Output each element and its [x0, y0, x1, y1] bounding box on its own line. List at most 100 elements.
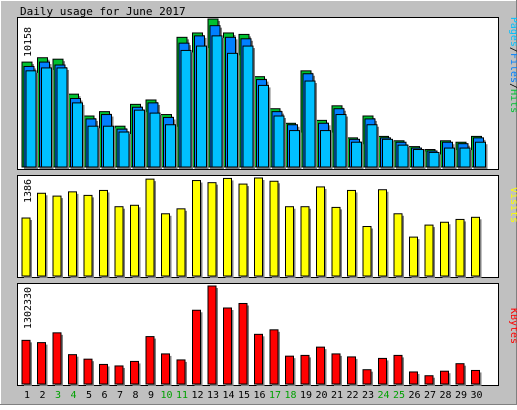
- day-label-7: 7: [117, 390, 123, 401]
- day-label-14: 14: [222, 390, 234, 401]
- day-label-23: 23: [362, 390, 374, 401]
- day-label-15: 15: [238, 390, 250, 401]
- bar-pages-day-23: [366, 124, 378, 168]
- bar-pages-day-15: [242, 45, 254, 168]
- bar-pages-day-22: [351, 141, 362, 168]
- bar-visits-day-1: [21, 217, 31, 277]
- bar-kbytes-day-12: [192, 309, 201, 385]
- bar-kbytes-day-18: [285, 355, 294, 385]
- legend-kbytes: KBytes: [508, 308, 517, 344]
- day-label-2: 2: [39, 390, 45, 401]
- bar-visits-day-10: [161, 213, 170, 277]
- bar-kbytes-day-5: [83, 358, 93, 385]
- bar-visits-day-26: [409, 236, 418, 277]
- bar-kbytes-day-26: [409, 371, 418, 385]
- day-label-21: 21: [331, 390, 343, 401]
- day-label-30: 30: [470, 390, 482, 401]
- bar-pages-day-14: [227, 52, 238, 168]
- day-label-18: 18: [284, 390, 296, 401]
- bar-visits-day-12: [192, 180, 201, 277]
- bar-kbytes-day-29: [455, 363, 465, 385]
- bar-visits-day-25: [393, 213, 403, 277]
- bar-visits-day-24: [378, 189, 387, 277]
- day-label-17: 17: [269, 390, 281, 401]
- bar-kbytes-day-19: [300, 354, 310, 385]
- bar-visits-day-9: [145, 178, 155, 277]
- bar-visits-day-4: [68, 191, 77, 277]
- bar-pages-day-6: [103, 125, 114, 168]
- bar-kbytes-day-16: [254, 333, 263, 385]
- bar-visits-day-3: [52, 195, 62, 277]
- bar-visits-day-17: [269, 180, 279, 277]
- bar-visits-day-8: [130, 204, 139, 277]
- bar-visits-day-14: [223, 177, 232, 277]
- bar-kbytes-day-13: [207, 285, 217, 385]
- bar-visits-day-5: [83, 194, 93, 277]
- day-label-6: 6: [101, 390, 107, 401]
- day-label-19: 19: [300, 390, 312, 401]
- bar-visits-day-2: [37, 192, 46, 277]
- bar-pages-day-10: [165, 124, 176, 168]
- bar-visits-day-30: [471, 216, 480, 277]
- bar-pages-day-8: [134, 109, 145, 168]
- bar-visits-day-11: [176, 208, 186, 277]
- bar-pages-day-29: [459, 147, 471, 168]
- bar-visits-day-6: [99, 189, 108, 277]
- bar-pages-day-21: [335, 114, 347, 168]
- bar-pages-day-7: [118, 131, 130, 168]
- bar-visits-day-22: [347, 189, 356, 277]
- bar-pages-day-24: [382, 138, 393, 168]
- bar-kbytes-day-30: [471, 369, 480, 385]
- bar-kbytes-day-14: [223, 307, 232, 385]
- day-label-5: 5: [86, 390, 92, 401]
- day-label-9: 9: [148, 390, 154, 401]
- day-label-4: 4: [70, 390, 76, 401]
- bar-visits-day-23: [362, 226, 372, 277]
- bar-pages-day-16: [258, 84, 269, 168]
- day-label-20: 20: [315, 390, 327, 401]
- bar-pages-day-19: [304, 80, 316, 168]
- bar-pages-day-12: [196, 45, 207, 168]
- bar-pages-day-30: [475, 141, 486, 168]
- bar-pages-day-4: [72, 102, 83, 168]
- hits-max-label: 10158: [23, 27, 34, 57]
- bar-visits-day-29: [455, 218, 465, 277]
- bar-kbytes-day-8: [130, 360, 139, 385]
- bar-kbytes-day-9: [145, 336, 155, 385]
- bar-pages-day-25: [397, 144, 409, 168]
- bar-kbytes-day-23: [362, 369, 372, 385]
- bar-kbytes-day-28: [440, 370, 449, 385]
- day-label-29: 29: [455, 390, 467, 401]
- legend-hits-files-pages: Pages/Files/Hits: [508, 17, 517, 113]
- bar-kbytes-day-24: [378, 357, 387, 385]
- bar-kbytes-day-10: [161, 353, 170, 385]
- bar-kbytes-day-25: [393, 354, 403, 385]
- legend-pages: Pages: [508, 17, 517, 47]
- bar-kbytes-day-2: [37, 342, 46, 385]
- chart-title: Daily usage for June 2017: [20, 5, 186, 18]
- bar-kbytes-day-4: [68, 354, 77, 385]
- day-label-8: 8: [132, 390, 138, 401]
- day-label-1: 1: [24, 390, 30, 401]
- bar-visits-day-13: [207, 182, 217, 277]
- day-labels: 1 2 3 4 5 6 7 8 9 10 11 12 13 14 15 16 17 18 19 20 21 22 23 24 2…: [24, 390, 483, 401]
- bar-kbytes-day-21: [331, 353, 341, 385]
- legend-sep-1: /: [508, 47, 517, 53]
- day-label-28: 28: [439, 390, 451, 401]
- bar-pages-day-26: [413, 149, 424, 168]
- day-label-22: 22: [346, 390, 358, 401]
- bars-hits-files-pages: [21, 18, 488, 170]
- bar-visits-day-7: [114, 206, 124, 277]
- day-label-10: 10: [160, 390, 172, 401]
- bar-visits-day-28: [440, 221, 449, 277]
- bar-pages-day-28: [444, 147, 455, 168]
- bar-kbytes-day-3: [52, 332, 62, 385]
- bar-kbytes-day-7: [114, 365, 124, 385]
- bar-pages-day-1: [25, 70, 37, 168]
- day-label-12: 12: [191, 390, 203, 401]
- visits-max-label: 1386: [23, 179, 34, 203]
- bar-pages-day-11: [180, 49, 192, 168]
- bar-visits-day-20: [316, 186, 325, 277]
- legend-sep-2: /: [508, 83, 517, 89]
